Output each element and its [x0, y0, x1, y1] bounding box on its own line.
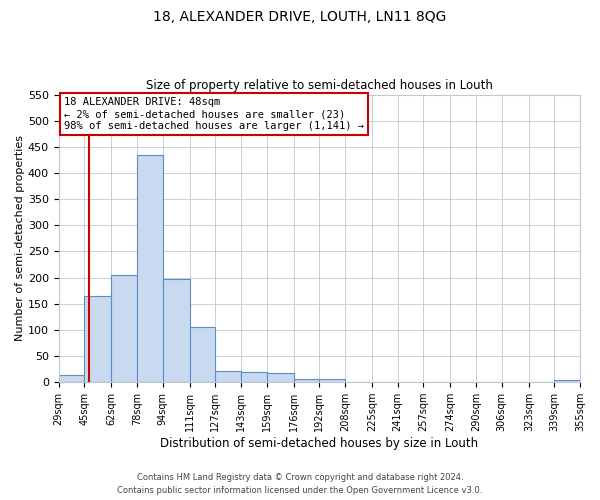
Bar — [59, 375, 84, 382]
Bar — [266, 373, 294, 382]
Bar — [84, 296, 112, 382]
Bar — [112, 275, 137, 382]
Bar — [190, 328, 215, 382]
Title: Size of property relative to semi-detached houses in Louth: Size of property relative to semi-detach… — [146, 79, 493, 92]
Text: Contains HM Land Registry data © Crown copyright and database right 2024.
Contai: Contains HM Land Registry data © Crown c… — [118, 474, 482, 495]
Bar — [294, 378, 319, 382]
Bar — [163, 279, 190, 382]
Bar — [137, 154, 163, 382]
Bar — [554, 380, 580, 382]
Bar — [215, 371, 241, 382]
Text: 18 ALEXANDER DRIVE: 48sqm
← 2% of semi-detached houses are smaller (23)
98% of s: 18 ALEXANDER DRIVE: 48sqm ← 2% of semi-d… — [64, 98, 364, 130]
Text: 18, ALEXANDER DRIVE, LOUTH, LN11 8QG: 18, ALEXANDER DRIVE, LOUTH, LN11 8QG — [154, 10, 446, 24]
Bar — [241, 372, 266, 382]
Bar — [319, 379, 345, 382]
Y-axis label: Number of semi-detached properties: Number of semi-detached properties — [15, 136, 25, 342]
X-axis label: Distribution of semi-detached houses by size in Louth: Distribution of semi-detached houses by … — [160, 437, 478, 450]
